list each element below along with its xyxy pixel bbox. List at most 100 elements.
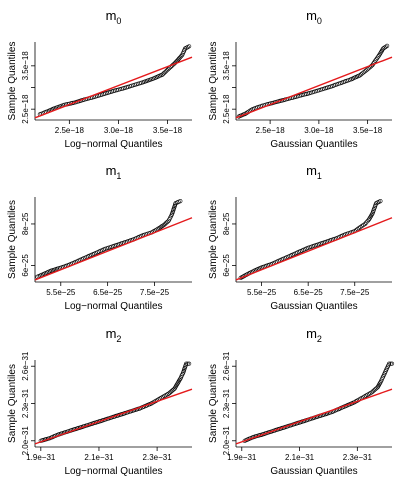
x-tick-label: 6.5e−25 — [93, 288, 123, 297]
sample-point — [359, 72, 364, 77]
y-tick-label: 2.6e−31 — [222, 351, 231, 381]
x-axis-label: Log−normal Quantiles — [64, 466, 162, 477]
panel-title-base: m — [306, 8, 317, 23]
x-axis-label: Log−normal Quantiles — [64, 139, 162, 150]
sample-point — [387, 361, 392, 366]
panel-title: m2 — [106, 326, 122, 344]
x-tick-label: 2.1e−31 — [285, 453, 315, 462]
y-tick-label: 2.3e−31 — [21, 388, 30, 418]
x-tick-label: 3.5e−18 — [153, 126, 183, 135]
panel-title-base: m — [306, 163, 317, 178]
x-tick-label: 2.5e−18 — [256, 126, 286, 135]
y-tick-label: 2.0e−31 — [222, 426, 231, 456]
panel-title: m0 — [106, 8, 122, 26]
qq-panel-1: m0 2.5e−18 3.0e−18 3.5e−18 2.5e−18 3.5e−18 Log… — [7, 8, 193, 150]
y-tick-label: 3.5e−18 — [21, 51, 30, 81]
x-tick-label: 3.0e−18 — [304, 126, 334, 135]
reference-line — [34, 56, 193, 119]
sample-point — [361, 70, 366, 75]
sample-point — [166, 66, 171, 72]
sample-point — [165, 68, 170, 73]
sample-point — [177, 56, 182, 61]
x-tick-label: 7.5e−25 — [140, 288, 170, 297]
x-tick-label: 2.3e−31 — [343, 453, 373, 462]
y-axis-label: Sample Quantiles — [208, 200, 219, 279]
y-tick-label: 8e−25 — [222, 212, 231, 235]
sample-point — [388, 361, 393, 366]
sample-point — [385, 43, 390, 49]
panel-title-subscript: 1 — [116, 171, 121, 181]
qq-panel-6: m2 1.9e−31 2.1e−31 2.3e−31 2.0e−31 2.3e−31 2.6… — [208, 326, 395, 477]
sample-point — [161, 222, 166, 228]
qq-panel-5: m2 1.9e−31 2.1e−31 2.3e−31 2.0e−31 2.3e−31 2.6… — [7, 326, 193, 477]
sample-point — [362, 221, 368, 227]
x-axis-label: Gaussian Quantiles — [270, 139, 357, 150]
x-tick-label: 2.5e−18 — [55, 126, 85, 135]
x-axis-label: Gaussian Quantiles — [270, 301, 357, 312]
sample-point — [364, 68, 369, 73]
x-tick-label: 5.5e−25 — [46, 288, 76, 297]
sample-point — [365, 219, 370, 224]
sample-point — [360, 71, 365, 76]
sample-point — [161, 71, 166, 76]
x-tick-label: 5.5e−25 — [247, 288, 277, 297]
y-tick-label: 2.6e−31 — [21, 351, 30, 381]
y-axis-label: Sample Quantiles — [7, 364, 18, 443]
sample-point — [165, 219, 170, 224]
reference-line — [34, 388, 193, 445]
y-axis-label: Sample Quantiles — [208, 42, 219, 121]
sample-point — [164, 220, 169, 225]
panel-title-base: m — [106, 326, 117, 341]
sample-point — [163, 69, 169, 74]
sample-point — [187, 44, 192, 49]
y-tick-label: 2.5e−18 — [222, 94, 231, 124]
x-tick-label: 1.9e−31 — [227, 453, 257, 462]
sample-point — [185, 361, 190, 366]
sample-point — [176, 57, 181, 62]
panel-title: m1 — [306, 163, 322, 181]
sample-point — [184, 361, 189, 366]
reference-line — [34, 217, 193, 281]
qq-panel-3: m1 5.5e−25 6.5e−25 7.5e−25 6e−25 8e−25 Log−nor… — [7, 163, 193, 312]
reference-line — [235, 388, 393, 445]
sample-point — [160, 72, 165, 77]
y-tick-label: 6e−25 — [21, 254, 30, 277]
panel-title-subscript: 1 — [317, 171, 322, 181]
x-tick-label: 7.5e−25 — [340, 288, 370, 297]
sample-point — [162, 70, 167, 75]
panel-title-subscript: 0 — [116, 16, 121, 26]
y-tick-label: 2.3e−31 — [222, 388, 231, 418]
x-tick-label: 1.9e−31 — [26, 453, 56, 462]
y-tick-label: 8e−25 — [21, 212, 30, 235]
y-axis-label: Sample Quantiles — [7, 200, 18, 279]
panel-title: m1 — [106, 163, 122, 181]
x-tick-label: 2.3e−31 — [143, 453, 173, 462]
x-tick-label: 3.0e−18 — [104, 126, 134, 135]
x-tick-label: 2.1e−31 — [84, 453, 114, 462]
y-axis-label: Sample Quantiles — [7, 42, 18, 121]
panel-title-base: m — [106, 163, 117, 178]
y-tick-label: 2.0e−31 — [21, 426, 30, 456]
x-axis-label: Gaussian Quantiles — [270, 466, 357, 477]
panel-title-subscript: 0 — [317, 16, 322, 26]
panel-title-base: m — [306, 326, 317, 341]
x-tick-label: 6.5e−25 — [294, 288, 324, 297]
panel-title-base: m — [106, 8, 117, 23]
sample-point — [365, 67, 370, 72]
panel-title: m2 — [306, 326, 322, 344]
panel-title-subscript: 2 — [317, 334, 322, 344]
x-tick-label: 3.5e−18 — [353, 126, 383, 135]
sample-point — [163, 221, 168, 227]
sample-point — [187, 361, 192, 366]
reference-line — [235, 56, 393, 119]
y-tick-label: 3.5e−18 — [222, 51, 231, 81]
sample-point — [362, 69, 368, 74]
y-axis-label: Sample Quantiles — [208, 364, 219, 443]
reference-line — [235, 217, 393, 281]
panel-title: m0 — [306, 8, 322, 26]
y-tick-label: 2.5e−18 — [21, 94, 30, 124]
x-axis-label: Log−normal Quantiles — [64, 301, 162, 312]
y-tick-label: 6e−25 — [222, 254, 231, 277]
sample-point — [178, 199, 183, 204]
sample-point — [378, 199, 383, 204]
